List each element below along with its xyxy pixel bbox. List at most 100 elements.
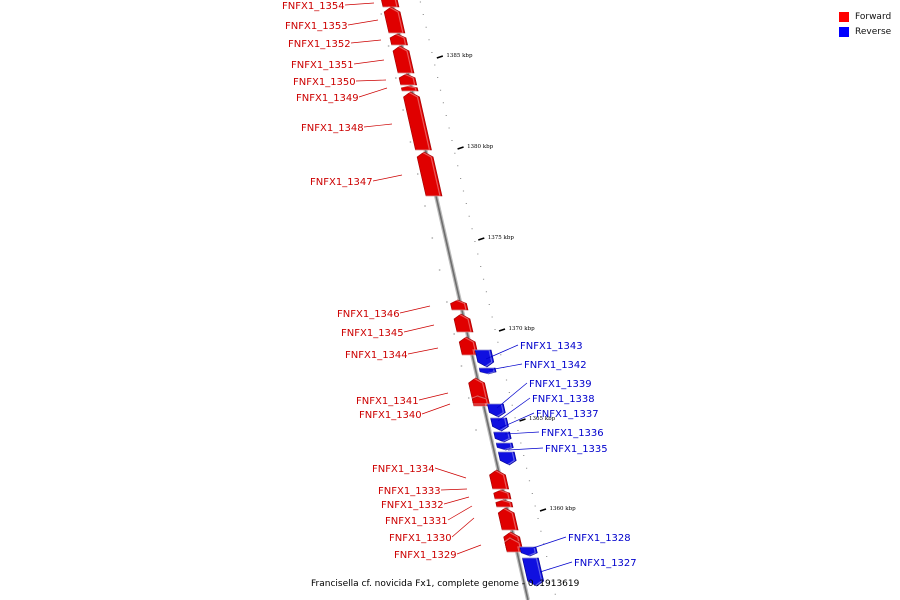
tick-label: 1360 kbp bbox=[550, 506, 577, 512]
gene-arrow-highlight bbox=[495, 451, 515, 466]
forward-swatch bbox=[839, 11, 849, 22]
gene-label-fnfx1_1342: FNFX1_1342 bbox=[524, 360, 587, 371]
gene-arrow-fnfx1_1340[interactable] bbox=[471, 395, 490, 405]
gene-leader-line bbox=[347, 19, 379, 26]
gene-arrow-fnfx1_1354[interactable] bbox=[381, 0, 400, 8]
gene-leader-line bbox=[421, 403, 451, 415]
tick-label: 1385 kbp bbox=[446, 53, 473, 59]
gene-label-fnfx1_1336: FNFX1_1336 bbox=[541, 428, 604, 439]
gene-leader-line bbox=[456, 544, 482, 555]
gene-arrow-highlight bbox=[486, 469, 508, 490]
gene-arrows bbox=[378, 0, 545, 587]
gene-label-fnfx1_1328: FNFX1_1328 bbox=[568, 533, 631, 544]
gene-label-fnfx1_1350: FNFX1_1350 bbox=[293, 77, 356, 88]
gene-arrow-highlight bbox=[519, 557, 543, 587]
major-tick bbox=[519, 418, 526, 422]
gene-arrow-fnfx1_1348[interactable] bbox=[403, 91, 432, 151]
gene-arrow-highlight bbox=[517, 546, 537, 557]
gene-arrow-highlight bbox=[491, 489, 510, 500]
gene-labels: FNFX1_1354 FNFX1_1353 FNFX1_1352 FNFX1_1351… bbox=[282, 1, 637, 573]
gene-arrow-fnfx1_1328[interactable] bbox=[519, 546, 538, 557]
gene-arrow-highlight bbox=[456, 336, 477, 356]
gene-arrow-fnfx1_1353[interactable] bbox=[383, 6, 406, 34]
gene-arrow-highlight bbox=[495, 507, 517, 531]
tick-label: 1365 kbp bbox=[529, 416, 556, 422]
gene-label-fnfx1_1329: FNFX1_1329 bbox=[394, 550, 457, 561]
gene-arrow-fnfx1_1331[interactable] bbox=[497, 507, 519, 531]
gene-label-fnfx1_1337: FNFX1_1337 bbox=[536, 409, 599, 420]
gene-arrow-highlight bbox=[490, 431, 510, 443]
gene-arrow-fnfx1_1339[interactable] bbox=[487, 403, 506, 418]
gene-arrow-highlight bbox=[390, 45, 413, 74]
gene-label-fnfx1_1352: FNFX1_1352 bbox=[288, 39, 351, 50]
gene-arrow-highlight bbox=[414, 151, 441, 197]
gene-label-fnfx1_1353: FNFX1_1353 bbox=[285, 21, 348, 32]
gene-arrow-fnfx1_1343[interactable] bbox=[474, 349, 495, 368]
gene-arrow-fnfx1_1345[interactable] bbox=[453, 313, 474, 333]
gene-leader-line bbox=[353, 59, 385, 65]
gene-arrow-fnfx1_1351[interactable] bbox=[392, 45, 415, 74]
gene-arrow-highlight bbox=[451, 313, 472, 333]
gene-arrow-fnfx1_1338[interactable] bbox=[490, 417, 509, 432]
gene-arrow-highlight bbox=[398, 85, 417, 92]
gene-label-fnfx1_1346: FNFX1_1346 bbox=[337, 309, 400, 320]
gene-label-fnfx1_1343: FNFX1_1343 bbox=[520, 341, 583, 352]
gene-arrow-highlight bbox=[378, 0, 398, 8]
gene-leader-line bbox=[350, 39, 382, 44]
gene-label-fnfx1_1348: FNFX1_1348 bbox=[301, 123, 364, 134]
major-tick bbox=[498, 328, 506, 332]
gene-arrow-highlight bbox=[381, 6, 404, 34]
gene-arrow-highlight bbox=[476, 367, 495, 375]
gene-arrow-fnfx1_1350[interactable] bbox=[398, 73, 418, 86]
gene-arrow-fnfx1_1352[interactable] bbox=[389, 33, 408, 46]
gene-leader-line bbox=[443, 496, 470, 505]
gene-arrow-fnfx1_1333[interactable] bbox=[493, 489, 512, 500]
legend: Forward Reverse bbox=[839, 9, 891, 39]
gene-leader-line bbox=[488, 363, 523, 371]
gene-arrow-fnfx1_1347[interactable] bbox=[416, 151, 443, 197]
gene-leader-line bbox=[363, 123, 393, 128]
gene-arrow-fnfx1_1335[interactable] bbox=[497, 451, 517, 466]
legend-forward: Forward bbox=[839, 9, 891, 24]
legend-reverse-label: Reverse bbox=[855, 26, 892, 37]
major-tick bbox=[457, 146, 464, 150]
gene-arrow-highlight bbox=[465, 377, 489, 407]
legend-reverse: Reverse bbox=[839, 24, 891, 39]
gene-arrow-highlight bbox=[387, 33, 407, 46]
gene-arrow-fnfx1_1334[interactable] bbox=[489, 469, 510, 490]
gene-label-fnfx1_1349: FNFX1_1349 bbox=[296, 93, 359, 104]
gene-arrow-fnfx1_1344[interactable] bbox=[458, 336, 479, 356]
gene-label-fnfx1_1340: FNFX1_1340 bbox=[359, 410, 422, 421]
gene-leader-line bbox=[499, 412, 535, 429]
minor-ticks bbox=[380, 1, 556, 595]
gene-arrow-fnfx1_1349[interactable] bbox=[400, 85, 419, 92]
gene-arrow-highlight bbox=[396, 73, 416, 86]
gene-leader-line bbox=[485, 344, 519, 360]
gene-arrow-highlight bbox=[493, 499, 512, 508]
gene-leader-line bbox=[532, 536, 567, 549]
gene-arrow-fnfx1_1327[interactable] bbox=[522, 557, 545, 587]
gene-label-fnfx1_1351: FNFX1_1351 bbox=[291, 60, 354, 71]
gene-arrow-fnfx1_1346[interactable] bbox=[450, 299, 469, 311]
gene-label-fnfx1_1334: FNFX1_1334 bbox=[372, 464, 435, 475]
gene-leader-line bbox=[344, 2, 375, 6]
tick-label: 1370 kbp bbox=[509, 326, 536, 332]
gene-leader-line bbox=[504, 431, 540, 435]
gene-leader-line bbox=[434, 467, 467, 479]
reverse-swatch bbox=[839, 26, 849, 37]
gene-leader-line bbox=[447, 505, 473, 521]
gene-leader-line bbox=[399, 305, 431, 314]
gene-arrow-fnfx1_1332[interactable] bbox=[495, 499, 514, 508]
major-tick bbox=[436, 55, 444, 59]
legend-forward-label: Forward bbox=[855, 11, 892, 22]
gene-arrow-highlight bbox=[469, 395, 489, 405]
gene-arrow-fnfx1_1337[interactable] bbox=[493, 431, 512, 443]
gene-leader-line bbox=[358, 87, 388, 98]
gene-label-fnfx1_1338: FNFX1_1338 bbox=[532, 394, 595, 405]
gene-arrow-highlight bbox=[447, 299, 467, 311]
gene-label-fnfx1_1335: FNFX1_1335 bbox=[545, 444, 608, 455]
gene-leader-line bbox=[418, 392, 449, 401]
gene-arrow-fnfx1_1336[interactable] bbox=[495, 442, 514, 451]
genome-caption: Francisella cf. novicida Fx1, complete g… bbox=[311, 579, 580, 589]
